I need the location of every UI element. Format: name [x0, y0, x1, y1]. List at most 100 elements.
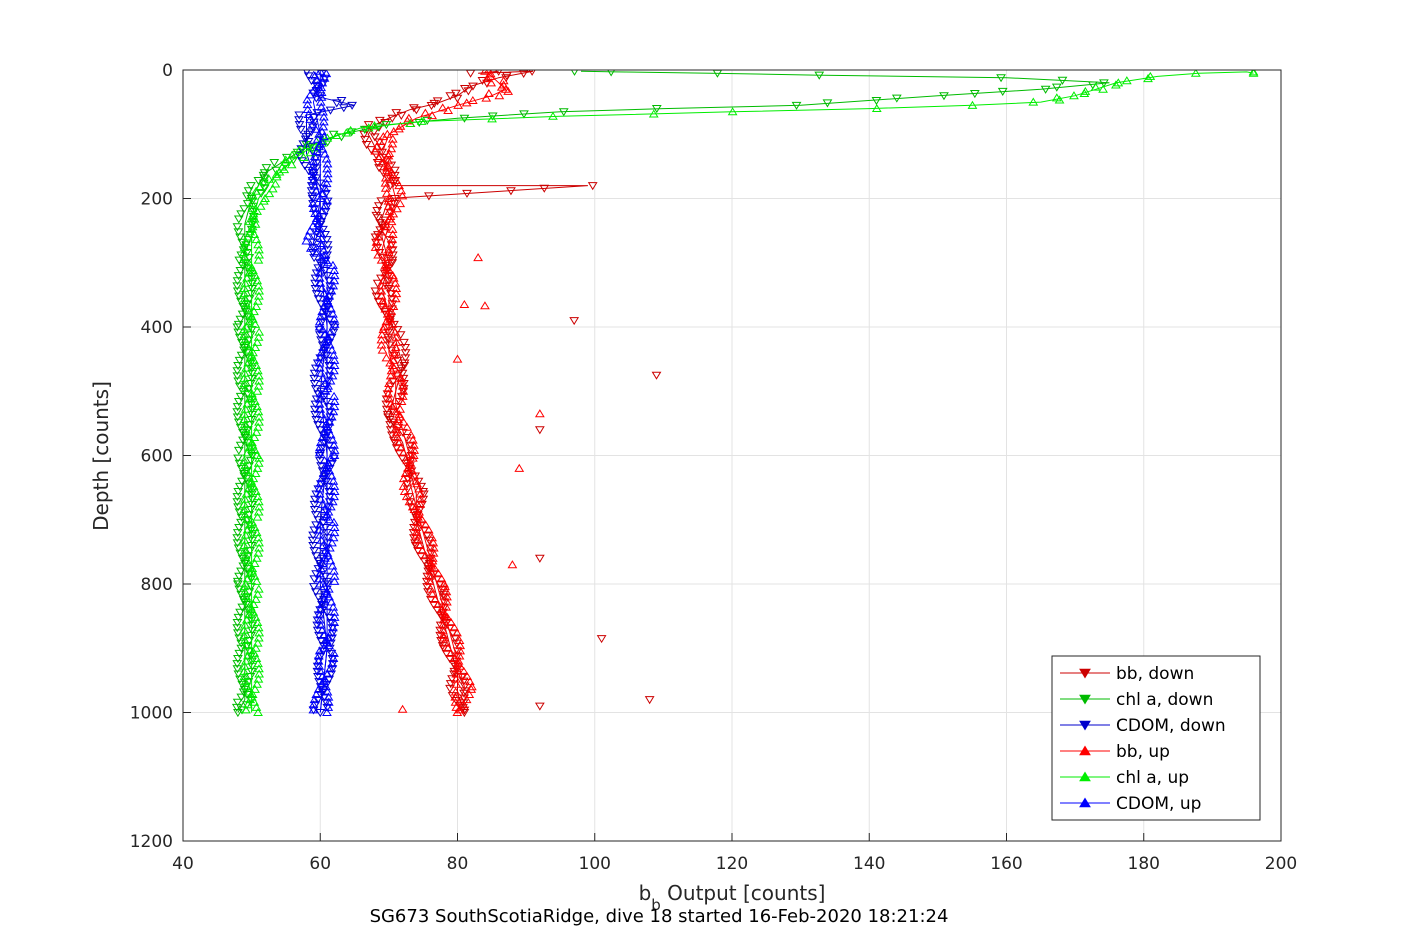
data-point	[404, 493, 414, 502]
data-point	[232, 665, 243, 674]
data-point	[309, 500, 320, 509]
data-point	[233, 709, 243, 718]
data-point	[310, 511, 321, 520]
data-point	[307, 243, 318, 252]
data-point	[651, 105, 662, 114]
data-point	[314, 569, 325, 578]
data-point	[259, 184, 270, 193]
data-point	[244, 268, 255, 277]
data-point	[327, 459, 338, 468]
data-point	[249, 697, 260, 706]
data-point	[234, 523, 244, 533]
data-point	[311, 216, 321, 225]
data-point	[240, 579, 251, 588]
data-point	[239, 671, 250, 681]
data-point	[315, 426, 326, 435]
data-point	[411, 476, 421, 485]
data-point	[411, 528, 422, 537]
data-point	[322, 669, 333, 678]
data-point	[316, 238, 326, 247]
data-point	[329, 366, 339, 375]
data-point	[311, 174, 322, 183]
data-point	[414, 507, 424, 516]
data-point	[307, 192, 318, 201]
data-point	[321, 698, 332, 707]
data-point	[253, 407, 264, 416]
data-point	[247, 440, 258, 449]
outlier-point	[569, 317, 580, 326]
data-point	[243, 597, 254, 606]
data-point	[235, 266, 246, 276]
data-point	[254, 376, 265, 385]
data-point	[245, 380, 256, 389]
data-point	[232, 660, 243, 669]
data-point	[328, 350, 339, 359]
data-point	[327, 371, 338, 380]
data-point	[319, 504, 330, 513]
data-point	[241, 363, 252, 372]
data-point	[313, 295, 324, 304]
data-point	[382, 161, 393, 170]
data-point	[381, 165, 392, 174]
data-point	[255, 181, 265, 190]
data-point	[316, 92, 327, 101]
data-point	[317, 307, 328, 316]
data-point	[252, 450, 262, 459]
data-point	[312, 75, 322, 85]
data-point	[242, 556, 253, 565]
data-point	[463, 87, 474, 96]
data-point	[422, 583, 432, 592]
data-point	[312, 621, 323, 630]
data-point	[413, 512, 423, 521]
data-point	[453, 659, 464, 668]
data-point	[388, 209, 399, 218]
data-point	[380, 178, 391, 187]
data-point	[320, 230, 331, 240]
data-point	[438, 633, 449, 642]
data-point	[439, 598, 450, 607]
data-point	[239, 540, 249, 549]
data-point	[387, 235, 398, 244]
data-point	[397, 191, 408, 200]
data-point	[424, 571, 435, 580]
data-point	[433, 599, 444, 609]
data-point	[445, 680, 456, 689]
data-point	[242, 448, 253, 457]
data-point	[246, 199, 257, 208]
data-point	[325, 327, 336, 336]
data-point	[308, 531, 318, 540]
outlier-point	[514, 463, 525, 472]
data-point	[414, 540, 425, 549]
data-point	[399, 359, 410, 368]
data-point	[308, 198, 318, 207]
data-point	[482, 74, 493, 83]
data-point	[315, 278, 326, 287]
data-point	[455, 646, 466, 655]
data-point	[395, 121, 406, 130]
legend-marker	[1079, 771, 1091, 782]
data-point	[316, 348, 327, 357]
data-point	[242, 399, 253, 408]
data-point	[487, 112, 498, 121]
data-point	[317, 144, 328, 153]
data-point	[423, 525, 434, 534]
series-3	[370, 70, 545, 716]
data-point	[309, 369, 320, 378]
data-point	[387, 139, 398, 148]
data-point	[391, 337, 402, 346]
data-point	[240, 384, 251, 393]
data-point	[232, 619, 243, 628]
data-point	[318, 289, 329, 298]
data-point	[239, 378, 250, 388]
data-point	[329, 314, 340, 323]
data-point	[1090, 82, 1101, 91]
data-point	[380, 268, 391, 277]
data-point	[427, 553, 438, 562]
data-point	[322, 169, 333, 178]
data-point	[329, 528, 340, 537]
data-point	[370, 233, 381, 242]
data-point	[316, 318, 327, 327]
data-point	[329, 402, 340, 411]
data-point	[254, 664, 264, 673]
data-point	[487, 114, 497, 123]
